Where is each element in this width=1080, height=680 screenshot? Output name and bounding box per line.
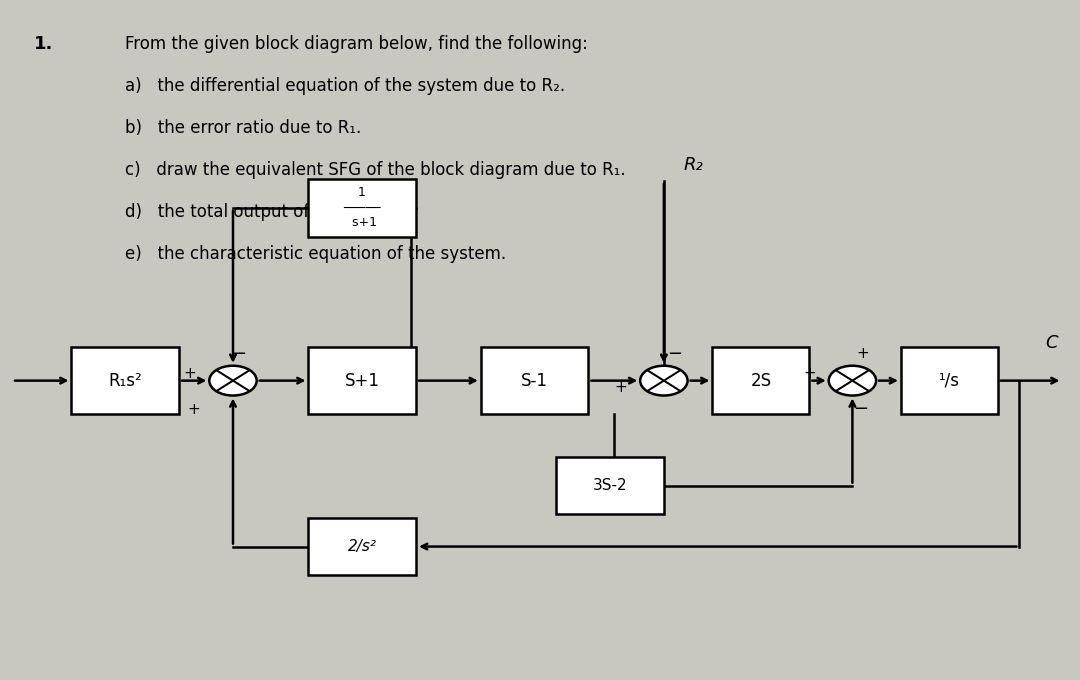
FancyBboxPatch shape (309, 179, 416, 237)
FancyBboxPatch shape (481, 347, 589, 415)
Circle shape (640, 366, 688, 396)
Text: +: + (856, 346, 869, 361)
Text: S+1: S+1 (345, 372, 380, 390)
Text: +: + (615, 380, 627, 395)
Text: b)   the error ratio due to R₁.: b) the error ratio due to R₁. (125, 119, 362, 137)
Circle shape (210, 366, 257, 396)
Text: C: C (1045, 335, 1058, 352)
Text: 1.: 1. (33, 35, 53, 53)
FancyBboxPatch shape (713, 347, 809, 415)
Circle shape (828, 366, 876, 396)
Text: +: + (802, 367, 815, 381)
Text: +: + (188, 402, 201, 417)
Text: a)   the differential equation of the system due to R₂.: a) the differential equation of the syst… (125, 78, 566, 95)
FancyBboxPatch shape (556, 457, 664, 514)
Text: 3S-2: 3S-2 (593, 478, 627, 493)
Text: −: − (667, 345, 683, 362)
Text: −: − (853, 400, 868, 418)
FancyBboxPatch shape (309, 347, 416, 415)
FancyBboxPatch shape (901, 347, 998, 415)
FancyBboxPatch shape (309, 517, 416, 575)
Text: 2S: 2S (751, 372, 771, 390)
Text: +: + (184, 367, 197, 381)
Text: R₂: R₂ (684, 156, 703, 174)
Text: ¹/s: ¹/s (939, 372, 960, 390)
Text: c)   draw the equivalent SFG of the block diagram due to R₁.: c) draw the equivalent SFG of the block … (125, 161, 626, 180)
Text: From the given block diagram below, find the following:: From the given block diagram below, find… (125, 35, 589, 53)
Text: d)   the total output of the system.: d) the total output of the system. (125, 203, 413, 221)
Text: 1  
─────
 s+1: 1 ───── s+1 (343, 186, 381, 229)
Text: R₁s²: R₁s² (108, 372, 143, 390)
FancyBboxPatch shape (71, 347, 179, 415)
Text: S-1: S-1 (522, 372, 549, 390)
Text: −: − (231, 345, 246, 362)
Text: 2/s²: 2/s² (348, 539, 377, 554)
Text: e)   the characteristic equation of the system.: e) the characteristic equation of the sy… (125, 245, 507, 263)
